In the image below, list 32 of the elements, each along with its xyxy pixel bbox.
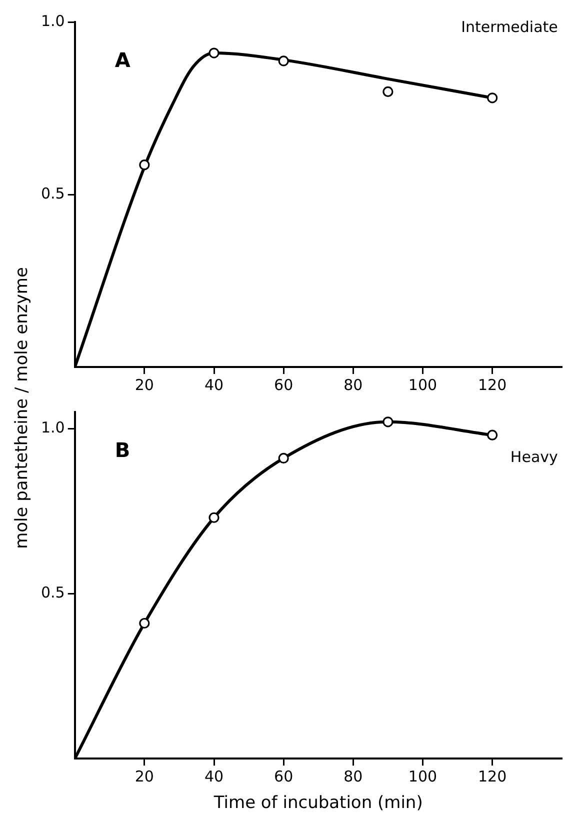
point [139, 160, 150, 170]
point [382, 416, 394, 428]
x-tick-label: 100 [408, 376, 438, 394]
x-tick-label: 60 [274, 767, 294, 786]
x-tick-label: 120 [478, 376, 507, 394]
x-tick-label: 20 [134, 376, 154, 394]
y-tick-label: 1.0 [40, 12, 65, 30]
x-tick-label: 60 [274, 376, 294, 394]
y-tick-label: 0.5 [40, 583, 65, 602]
y-tick-label: 1.0 [40, 418, 65, 436]
annotation: A [114, 48, 131, 72]
x-tick-label: 20 [134, 767, 154, 786]
point [278, 452, 289, 464]
point [208, 48, 220, 58]
x-tick-label: 100 [408, 767, 438, 786]
point [487, 92, 498, 104]
x-tick-label: 40 [204, 767, 224, 786]
point [487, 430, 498, 440]
y-tick-label: 0.5 [40, 184, 65, 202]
point [208, 512, 220, 523]
x-tick-label: 80 [344, 376, 363, 394]
annotation: Heavy [510, 448, 558, 466]
annotation: Intermediate [461, 18, 558, 36]
annotation: B [114, 438, 130, 462]
y-axis-title: mole pantetheine / mole enzyme [12, 267, 32, 549]
x-axis-title: Time of incubation (min) [212, 793, 423, 814]
point [382, 86, 394, 97]
point [278, 56, 289, 66]
x-tick-label: 80 [344, 767, 363, 786]
x-tick-label: 120 [478, 767, 507, 786]
x-tick-label: 40 [204, 376, 224, 394]
point [139, 618, 150, 629]
